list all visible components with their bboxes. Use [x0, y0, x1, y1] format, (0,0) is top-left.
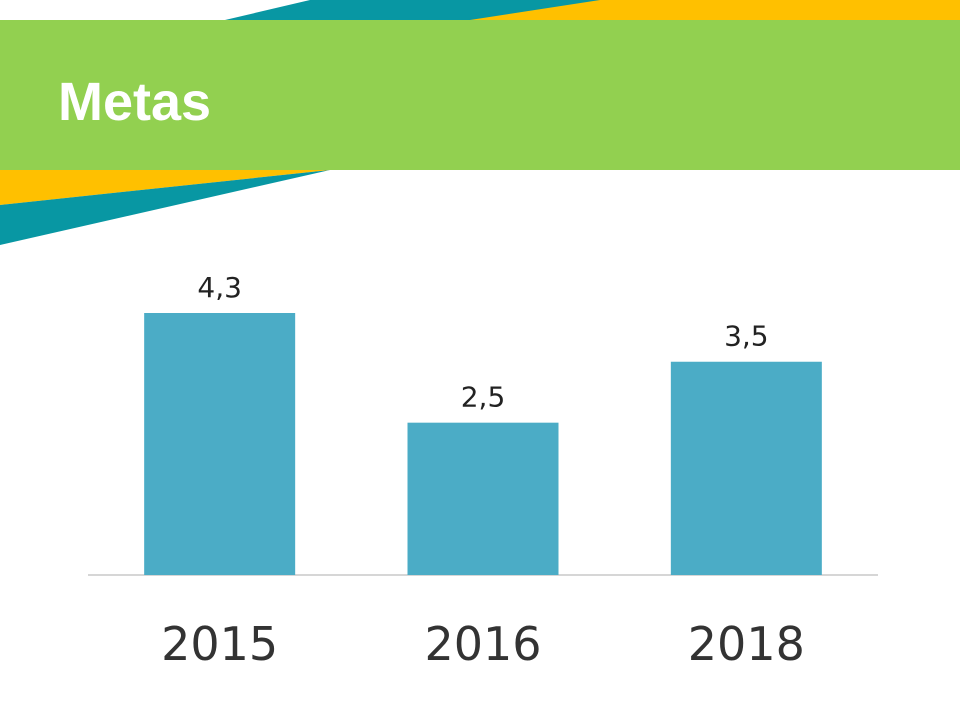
- title-banner: [0, 20, 960, 170]
- data-label-2018: 3,5: [724, 320, 769, 353]
- top-yellow-stripe: [470, 0, 960, 20]
- x-tick-label-2016: 2016: [424, 617, 541, 671]
- data-label-2016: 2,5: [461, 381, 506, 414]
- page-title: Metas: [58, 72, 212, 132]
- bar-2018: [670, 361, 822, 575]
- bar-2016: [407, 422, 559, 575]
- x-tick-label-2015: 2015: [161, 617, 278, 671]
- bar-2015: [144, 313, 296, 575]
- x-tick-label-2018: 2018: [688, 617, 805, 671]
- bottom-teal-stripe: [0, 170, 330, 245]
- data-label-2015: 4,3: [197, 271, 242, 304]
